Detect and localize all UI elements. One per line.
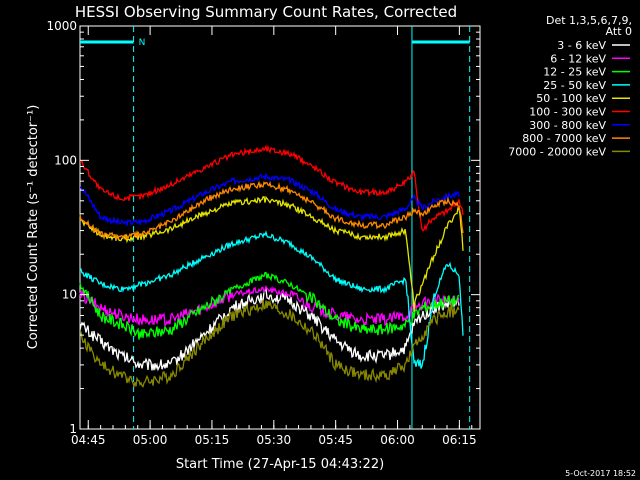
- flag-label: N: [139, 38, 146, 48]
- x-tick-label: 06:00: [380, 433, 415, 447]
- series-line: [79, 180, 464, 242]
- legend-entry-label: 3 - 6 keV: [557, 39, 606, 52]
- legend-entry-label: 7000 - 20000 keV: [508, 145, 606, 158]
- x-tick-label: 05:45: [318, 433, 353, 447]
- legend-entry-label: 50 - 100 keV: [536, 92, 606, 105]
- y-axis-label: Corrected Count Rate (s⁻¹ detector⁻¹): [26, 105, 41, 350]
- x-axis-label: Start Time (27-Apr-15 04:43:22): [176, 457, 384, 472]
- series-lines: [79, 144, 464, 389]
- axis-ticks: 1 10 100 1000 04:45 05:00 05:15 05:30 05:45 06:00…: [46, 19, 480, 447]
- series-line: [79, 299, 460, 389]
- y-tick-label: 1: [69, 422, 77, 436]
- x-tick-label: 04:45: [71, 433, 106, 447]
- timestamp: 5-Oct-2017 18:52: [565, 469, 636, 478]
- legend-entry-label: 12 - 25 keV: [543, 66, 606, 79]
- y-tick-label: 100: [54, 153, 77, 167]
- series-line: [79, 171, 460, 227]
- y-tick-label: 1000: [46, 19, 77, 33]
- axes: [79, 25, 481, 430]
- series-line: [79, 230, 464, 369]
- legend-entry-label: 800 - 7000 keV: [522, 132, 606, 145]
- x-tick-label: 05:30: [257, 433, 292, 447]
- series-line: [79, 144, 464, 232]
- legend-entry-label: 25 - 50 keV: [543, 79, 606, 92]
- legend-entry-label: 6 - 12 keV: [550, 52, 606, 65]
- plot-frame: [79, 25, 481, 430]
- series-line: [79, 195, 464, 313]
- series-line: [79, 271, 460, 340]
- y-tick-label: 10: [62, 288, 77, 302]
- legend-entry-label: 300 - 800 keV: [529, 119, 606, 132]
- chart-title: HESSI Observing Summary Count Rates, Cor…: [75, 3, 457, 21]
- series-line: [79, 287, 460, 372]
- legend-header: Det 1,3,5,6,7,9,: [546, 14, 632, 27]
- x-tick-label: 05:00: [133, 433, 168, 447]
- legend-entry-label: 100 - 300 keV: [529, 106, 606, 119]
- x-tick-label: 06:15: [442, 433, 477, 447]
- series-line: [79, 284, 460, 328]
- legend-header: Att 0: [606, 25, 632, 38]
- x-tick-label: 05:15: [195, 433, 230, 447]
